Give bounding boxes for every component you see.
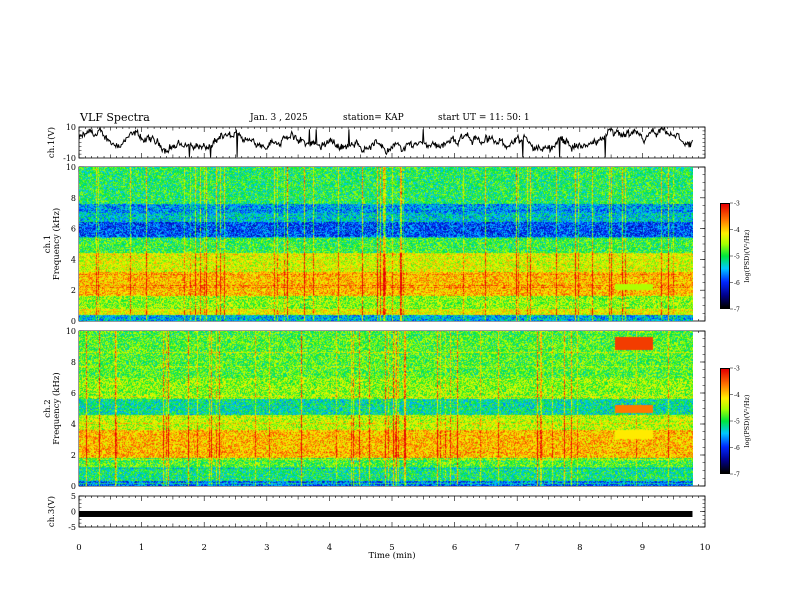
- y-tick-label-ch1-spectrogram: 0: [71, 317, 76, 326]
- ch3-waveform-line: [79, 510, 693, 517]
- y-tick-label-ch1-spectrogram: 4: [71, 255, 76, 264]
- y-tick-label-ch2-spectrogram: 6: [71, 389, 76, 398]
- colorbar-label-ch1-spectrogram: log(PSD)(V²/Hz): [743, 229, 751, 282]
- x-tick-label: 2: [201, 543, 206, 553]
- colorbar-tick-label-ch1-spectrogram: -5: [734, 254, 740, 261]
- x-tick-label: 5: [389, 543, 394, 553]
- colorbar-tick-label-ch1-spectrogram: -3: [734, 201, 740, 208]
- colorbar-tick-label-ch1-spectrogram: -4: [734, 227, 740, 234]
- x-tick-label: 3: [264, 543, 269, 553]
- station-label: station= KAP: [343, 113, 404, 123]
- x-tick-label: 0: [76, 543, 81, 553]
- ch1-spectrogram-image: [79, 167, 693, 321]
- y-tick-label-ch1-spectrogram: 6: [71, 225, 76, 234]
- y-tick-label-ch2-spectrogram: 2: [71, 451, 76, 460]
- date-label: Jan. 3 , 2025: [250, 113, 308, 123]
- colorbar-tick-label-ch2-spectrogram: -5: [734, 419, 740, 426]
- y-axis-label-ch2-spectrogram: ch.2: [43, 399, 53, 417]
- colorbar-tick-label-ch1-spectrogram: -6: [734, 280, 740, 287]
- x-tick-label: 8: [577, 543, 582, 553]
- ch1-colorbar: [720, 203, 730, 309]
- colorbar-tick-label-ch2-spectrogram: -4: [734, 392, 740, 399]
- y-tick-label-ch1-spectrogram: 8: [71, 194, 76, 203]
- x-tick-label: 6: [452, 543, 457, 553]
- x-tick-label: 10: [700, 543, 711, 553]
- y-tick-label-ch3-waveform: -5: [68, 523, 76, 532]
- y-tick-label-ch1-waveform: -10: [63, 154, 76, 163]
- y-tick-label-ch2-spectrogram: 8: [71, 358, 76, 367]
- y-tick-label-ch1-spectrogram: 10: [66, 163, 76, 172]
- y-axis-label-ch1-spectrogram: Frequency (kHz): [51, 208, 62, 280]
- colorbar-tick-label-ch2-spectrogram: -7: [734, 472, 740, 479]
- ch2-spectrogram-image: [79, 331, 693, 486]
- colorbar-tick-label-ch2-spectrogram: -3: [734, 366, 740, 373]
- x-axis-label: Time (min): [368, 550, 415, 561]
- y-tick-label-ch2-spectrogram: 4: [71, 420, 76, 429]
- y-tick-label-ch3-waveform: 5: [71, 492, 76, 501]
- ch1-waveform-line: [79, 127, 693, 158]
- colorbar-label-ch2-spectrogram: log(PSD)(V²/Hz): [743, 394, 751, 447]
- y-tick-label-ch3-waveform: 0: [71, 508, 76, 517]
- y-tick-label-ch2-spectrogram: 0: [71, 482, 76, 491]
- figure-title: VLF Spectra: [80, 111, 150, 124]
- y-tick-label-ch1-spectrogram: 2: [71, 286, 76, 295]
- start-time-label: start UT = 11: 50: 1: [438, 113, 530, 123]
- y-axis-label-ch1-waveform: ch.1(V): [46, 127, 57, 158]
- y-axis-label-ch2-spectrogram: Frequency (kHz): [51, 372, 62, 444]
- y-axis-label-ch3-waveform: ch.3(V): [46, 496, 57, 527]
- y-tick-label-ch1-waveform: 10: [66, 123, 76, 132]
- x-tick-label: 7: [514, 543, 519, 553]
- colorbar-tick-label-ch1-spectrogram: -7: [734, 307, 740, 314]
- y-tick-label-ch2-spectrogram: 10: [66, 327, 76, 336]
- y-axis-label-ch1-spectrogram: ch.1: [43, 235, 53, 253]
- x-tick-label: 9: [640, 543, 645, 553]
- colorbar-tick-label-ch2-spectrogram: -6: [734, 445, 740, 452]
- ch2-colorbar: [720, 368, 730, 474]
- x-tick-label: 4: [327, 543, 332, 553]
- x-tick-label: 1: [139, 543, 144, 553]
